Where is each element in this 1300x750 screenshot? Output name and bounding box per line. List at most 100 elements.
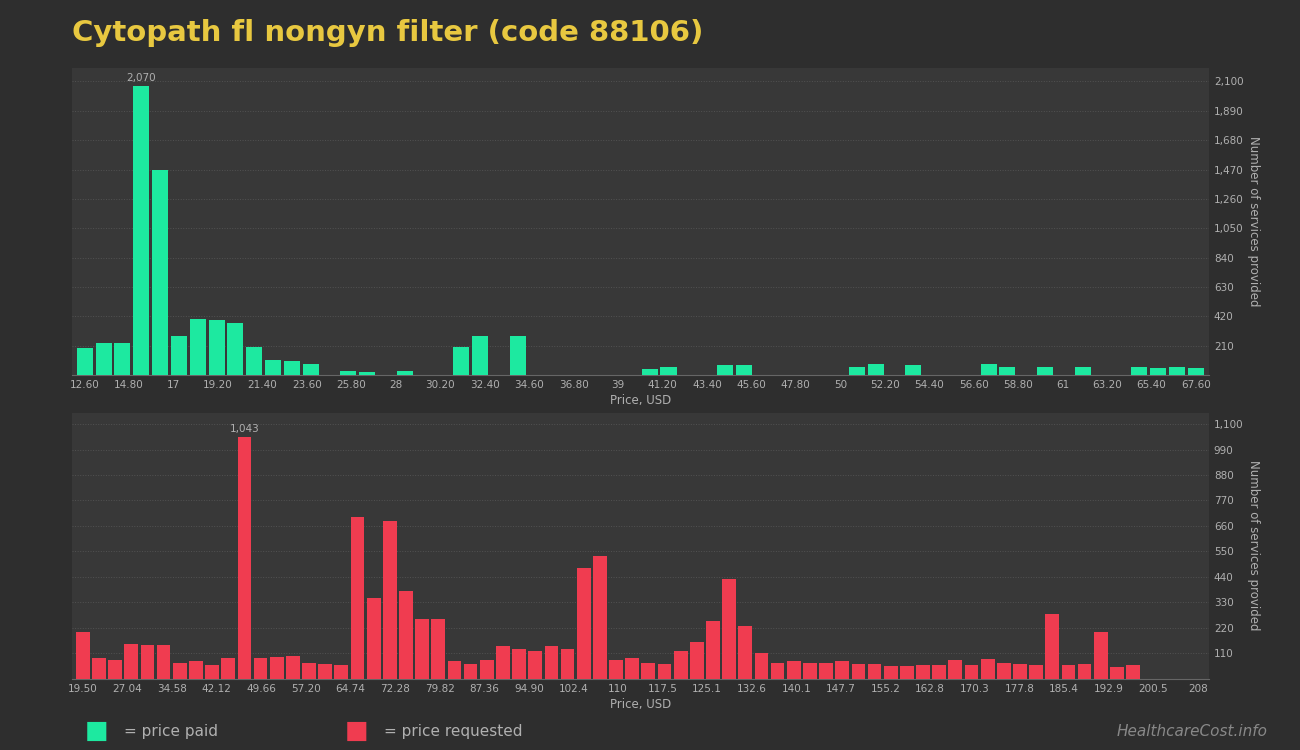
Bar [1131,367,1148,375]
Bar [227,323,243,375]
Bar [415,619,429,679]
Bar [399,591,413,679]
Bar [1000,367,1015,375]
Bar [1045,614,1060,679]
Bar [660,367,676,375]
Bar [849,367,864,375]
Bar [454,347,469,375]
Bar [384,521,396,679]
Bar [528,651,542,679]
Bar [334,664,348,679]
Bar [1078,664,1092,679]
Bar [718,365,733,375]
Bar [916,664,930,679]
Bar [593,556,607,679]
Bar [754,653,768,679]
Text: = price paid: = price paid [124,724,217,739]
Bar [836,662,849,679]
Bar [77,349,92,375]
Bar [980,659,995,679]
Bar [125,644,138,679]
Bar [152,170,168,375]
Bar [140,645,155,679]
Text: 2,070: 2,070 [126,73,156,83]
Bar [905,365,922,375]
Bar [447,662,462,679]
Bar [75,632,90,679]
Bar [190,319,205,375]
Bar [852,664,866,679]
Y-axis label: Number of services provided: Number of services provided [1247,136,1260,307]
Bar [1093,632,1108,679]
Bar [1013,664,1027,679]
Y-axis label: Number of services provided: Number of services provided [1247,460,1260,631]
Text: 1,043: 1,043 [230,424,259,433]
Bar [1126,664,1140,679]
Text: ■: ■ [84,719,108,743]
Bar [359,372,376,375]
Bar [690,642,703,679]
Bar [867,364,884,375]
Bar [318,664,332,679]
Bar [673,651,688,679]
Bar [997,662,1010,679]
Bar [205,664,218,679]
Text: HealthcareCost.info: HealthcareCost.info [1117,724,1268,739]
Bar [610,660,623,679]
Text: Cytopath fl nongyn filter (code 88106): Cytopath fl nongyn filter (code 88106) [72,19,703,46]
Bar [706,621,720,679]
Bar [464,664,477,679]
Bar [1062,664,1075,679]
Bar [577,568,590,679]
Bar [283,361,300,375]
Bar [238,437,251,679]
Bar [1037,367,1053,375]
Text: = price requested: = price requested [384,724,523,739]
Bar [396,370,413,375]
Bar [432,619,445,679]
Bar [157,645,170,679]
Bar [1169,367,1186,375]
Bar [341,370,356,375]
X-axis label: Price, USD: Price, USD [610,698,671,711]
Bar [221,658,235,679]
Bar [932,664,946,679]
Text: ■: ■ [344,719,368,743]
Bar [92,658,105,679]
Bar [771,662,784,679]
Bar [980,364,997,375]
Bar [819,662,833,679]
Bar [723,579,736,679]
Bar [497,646,510,679]
Bar [641,662,655,679]
Bar [884,666,897,679]
Bar [173,662,187,679]
Bar [286,656,300,679]
Bar [246,347,263,375]
Bar [170,336,187,375]
Bar [1030,664,1043,679]
Bar [1075,367,1091,375]
Bar [900,666,914,679]
Bar [302,662,316,679]
Bar [1110,668,1123,679]
Bar [188,662,203,679]
Bar [658,664,671,679]
Bar [1150,368,1166,375]
Bar [114,343,130,375]
Bar [510,336,525,375]
Bar [472,336,489,375]
Bar [95,343,112,375]
Bar [545,646,558,679]
Bar [949,660,962,679]
Bar [625,658,640,679]
Bar [738,626,753,679]
Bar [867,664,881,679]
Bar [786,662,801,679]
Bar [108,660,122,679]
Bar [736,365,751,375]
Bar [351,517,364,679]
Bar [367,598,381,679]
Bar [208,320,225,375]
Bar [133,86,150,375]
